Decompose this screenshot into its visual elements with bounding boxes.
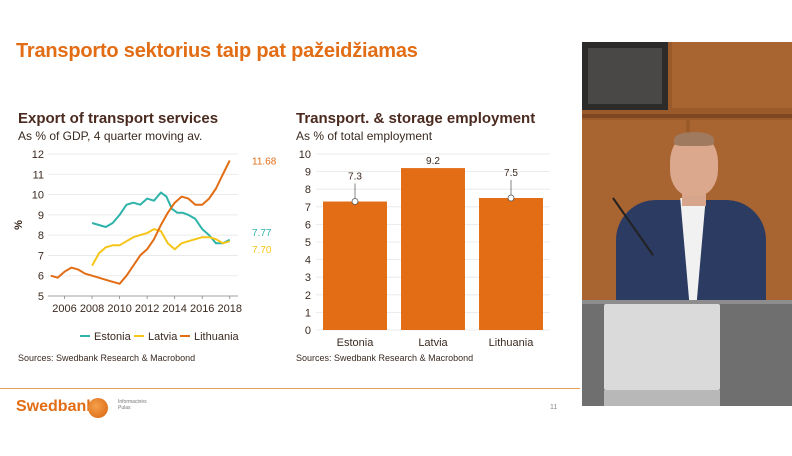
speaker-hair [674,132,714,146]
y-tick-label: 3 [305,272,311,284]
y-tick-label: 6 [38,271,44,283]
category-label: Lithuania [489,337,535,349]
bar-chart-subtitle: As % of total employment [296,129,433,143]
bar-value-label: 7.5 [504,168,518,179]
category-label: Latvia [418,337,448,349]
series-line-estonia [91,191,231,245]
wall-seam [582,114,792,118]
y-axis-label: % [13,220,25,230]
y-tick-label: 0 [305,325,311,337]
podium-panel [604,304,720,390]
series-line-latvia [91,228,230,267]
bar-estonia [323,201,387,330]
legend-label: Lithuania [194,331,240,343]
speaker-video-feed [582,42,792,406]
x-tick-label: 2010 [107,303,131,315]
y-tick-label: 10 [32,190,44,202]
marker-point [507,194,515,202]
legend-label: Estonia [94,331,132,343]
bar-lithuania [479,198,543,330]
x-tick-label: 2014 [162,303,186,315]
y-tick-label: 7 [305,202,311,214]
employment-bar-chart: 0 1 2 3 4 5 6 7 8 9 10 7.3 Estonia 9.2 Latvia 7.5 Lithua… [299,149,550,349]
marker-point [351,198,359,205]
y-tick-label: 5 [305,237,311,249]
x-tick-label: 2006 [52,303,76,315]
series-line-lithuania [50,160,231,285]
line-chart-title: Export of transport services [18,110,219,127]
y-tick-label: 9 [305,167,311,179]
end-value-label: 11.68 [252,156,277,167]
swedbank-logo-text: Swedbank [16,398,96,415]
y-tick-label: 2 [305,290,311,302]
end-value-label: 7.70 [252,245,272,256]
y-tick-label: 8 [38,230,44,242]
podium-base [604,390,720,406]
slide-title: Transporto sektorius taip pat pažeidžiam… [16,40,418,62]
y-tick-label: 7 [38,250,44,262]
y-tick-label: 6 [305,219,311,231]
wall-screen [582,42,668,110]
y-tick-label: 4 [305,255,311,267]
x-tick-label: 2012 [135,303,159,315]
bar-latvia [401,168,465,330]
logo-caption-line1: Informacinės [118,399,147,405]
x-tick-label: 2018 [217,303,241,315]
y-tick-label: 1 [305,307,311,319]
line-chart-source: Sources: Swedbank Research & Macrobond [18,353,196,363]
bar-value-label: 9.2 [426,156,440,167]
legend-label: Latvia [148,331,178,343]
y-tick-label: 5 [38,291,44,303]
export-transport-line-chart: 5 6 7 8 9 10 11 12 2006 2008 2010 2012 2014 2016 2018%… [13,149,277,343]
bar-chart-source: Sources: Swedbank Research & Macrobond [296,353,474,363]
y-tick-label: 11 [33,169,44,181]
x-tick-label: 2016 [190,303,214,315]
y-tick-label: 12 [32,149,44,161]
page-number: 11 [550,404,558,411]
bar-chart-title: Transport. & storage employment [296,110,536,127]
swedbank-logo-icon [88,398,108,418]
logo-caption: Informacinės Pulas [118,399,147,411]
footer-divider [0,388,580,389]
x-tick-label: 2008 [80,303,104,315]
logo-caption-line2: Pulas [118,405,131,411]
y-tick-label: 10 [299,149,311,161]
line-chart-subtitle: As % of GDP, 4 quarter moving av. [18,129,203,143]
presentation-slide: Transporto sektorius taip pat pažeidžiam… [0,40,580,418]
wall-panel [672,42,792,108]
category-label: Estonia [337,337,375,349]
bar-value-label: 7.3 [348,172,362,183]
y-tick-label: 9 [38,210,44,222]
y-tick-label: 8 [305,184,311,196]
end-value-label: 7.77 [252,228,272,239]
